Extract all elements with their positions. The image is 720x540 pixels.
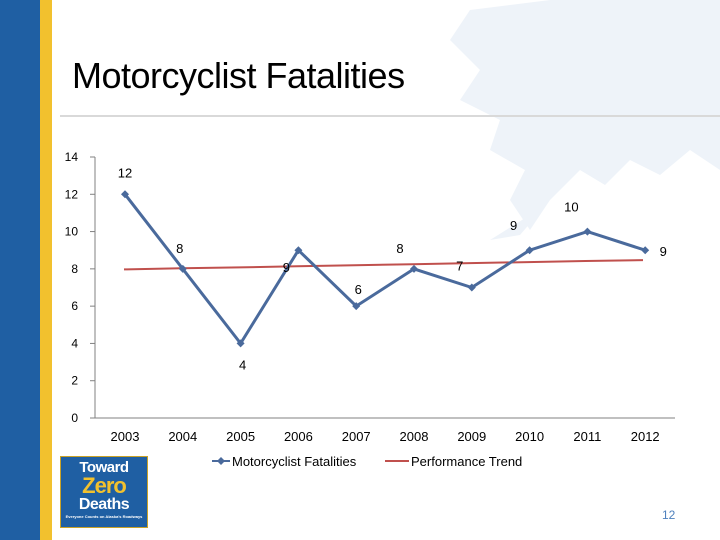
title-underline xyxy=(60,115,720,117)
data-label-2004: 8 xyxy=(176,241,183,256)
x-tick-label-2007: 2007 xyxy=(342,429,371,444)
data-label-2011: 10 xyxy=(564,200,578,215)
data-point-2010 xyxy=(525,246,534,255)
left-gold-stripe xyxy=(40,0,52,540)
data-point-2012 xyxy=(641,246,650,255)
x-tick-label-2008: 2008 xyxy=(400,429,429,444)
data-point-2005 xyxy=(236,339,245,348)
data-label-2005: 4 xyxy=(239,357,246,372)
data-point-2011 xyxy=(583,227,592,236)
y-tick-label-14: 14 xyxy=(65,150,79,164)
legend-label-trend: Performance Trend xyxy=(411,454,522,469)
data-point-2007 xyxy=(352,302,361,311)
data-point-2004 xyxy=(178,264,187,273)
y-tick-label-6: 6 xyxy=(71,299,78,313)
left-blue-stripe xyxy=(0,0,40,540)
data-point-2006 xyxy=(294,246,303,255)
y-tick-label-12: 12 xyxy=(65,187,79,201)
page-number: 12 xyxy=(662,508,676,522)
x-tick-label-2012: 2012 xyxy=(631,429,660,444)
x-tick-label-2006: 2006 xyxy=(284,429,313,444)
performance-trend-line xyxy=(123,259,644,271)
data-label-2006: 9 xyxy=(283,260,290,275)
data-label-2012: 9 xyxy=(660,244,667,259)
x-tick-label-2004: 2004 xyxy=(168,429,197,444)
legend-label-fatalities: Motorcyclist Fatalities xyxy=(232,454,357,469)
y-tick-label-0: 0 xyxy=(71,411,78,425)
data-label-2007: 6 xyxy=(355,282,362,297)
y-tick-label-10: 10 xyxy=(65,225,79,239)
x-tick-label-2010: 2010 xyxy=(515,429,544,444)
data-label-2008: 8 xyxy=(396,241,403,256)
y-tick-label-2: 2 xyxy=(71,374,78,388)
y-tick-label-4: 4 xyxy=(71,336,78,350)
motorcyclist-fatalities-line xyxy=(123,193,646,347)
toward-zero-deaths-logo: Toward Zero Deaths Everyone Counts on Al… xyxy=(60,456,148,528)
slide-title: Motorcyclist Fatalities xyxy=(72,55,405,96)
logo-line-3: Deaths xyxy=(78,496,130,513)
data-point-2008 xyxy=(410,264,418,273)
data-point-2009 xyxy=(467,283,476,292)
data-point-2003 xyxy=(121,190,129,199)
data-label-2003: 12 xyxy=(118,165,132,180)
x-tick-label-2005: 2005 xyxy=(226,429,255,444)
logo-tagline: Everyone Counts on Alaska's Roadways xyxy=(65,514,143,519)
data-label-2010: 9 xyxy=(510,218,517,233)
logo-line-1: Toward xyxy=(79,459,129,476)
x-tick-label-2003: 2003 xyxy=(111,429,140,444)
logo-line-2: Zero xyxy=(82,473,127,498)
x-tick-label-2009: 2009 xyxy=(457,429,486,444)
y-tick-label-8: 8 xyxy=(71,262,78,276)
x-tick-label-2011: 2011 xyxy=(573,429,601,444)
data-label-2009: 7 xyxy=(456,259,463,274)
legend-marker-fatalities xyxy=(217,457,225,465)
